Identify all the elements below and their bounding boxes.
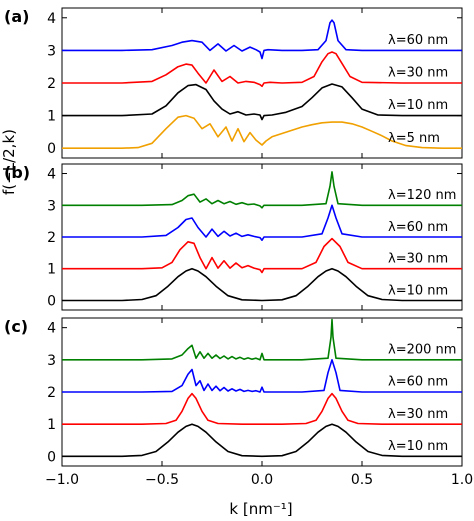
y-tick-label: 1 (47, 109, 56, 125)
x-tick-label: 0.5 (351, 472, 373, 488)
series-label: λ=5 nm (388, 131, 440, 146)
y-tick-label: 2 (47, 76, 56, 92)
y-tick-label: 0 (47, 141, 56, 157)
x-tick-label: 1.0 (451, 472, 473, 488)
series-line (62, 204, 462, 241)
y-tick-label: 3 (47, 198, 56, 214)
series-label: λ=30 nm (388, 407, 448, 422)
panel-label: (a) (4, 7, 29, 26)
series-label: λ=60 nm (388, 375, 448, 390)
series-label: λ=60 nm (388, 33, 448, 48)
series-label: λ=120 nm (388, 188, 456, 203)
x-tick-label: −0.5 (145, 472, 179, 488)
y-tick-label: 4 (47, 321, 56, 337)
y-tick-label: 3 (47, 43, 56, 59)
series-line (62, 51, 462, 88)
y-tick-label: 4 (47, 167, 56, 183)
y-tick-label: 4 (47, 11, 56, 27)
series-line (62, 171, 462, 209)
panel-1: (a) 0 1 2 3 4 λ=60 nm λ=30 nm λ=10 nm λ=5 nm (4, 7, 463, 159)
panel-label: (b) (4, 163, 30, 182)
y-axis-label: f(−L/2,k) (0, 129, 18, 195)
y-tick-label: 3 (47, 353, 56, 369)
panel-3: (c) 0 1 2 3 4 λ=200 nm λ=60 nm λ=30 nm λ=10 nm −1.… (4, 317, 473, 488)
series-line (62, 114, 462, 149)
x-tick-label: −1.0 (45, 472, 79, 488)
y-tick-label: 1 (47, 262, 56, 278)
series-line (62, 318, 462, 361)
y-tick-label: 2 (47, 230, 56, 246)
y-tick-label: 0 (47, 293, 56, 309)
panel-2: (b) 0 1 2 3 4 λ=120 nm λ=60 nm λ=30 nm λ=10 nm (4, 163, 463, 311)
series-label: λ=10 nm (388, 439, 448, 454)
series-label: λ=200 nm (388, 343, 456, 358)
series-label: λ=60 nm (388, 220, 448, 235)
panel-label: (c) (4, 317, 28, 336)
series-line (62, 237, 462, 274)
series-label: λ=10 nm (388, 98, 448, 113)
x-tick-label: 0.0 (251, 472, 273, 488)
y-tick-label: 2 (47, 385, 56, 401)
y-tick-label: 1 (47, 417, 56, 433)
x-axis-label: k [nm⁻¹] (229, 500, 292, 518)
series-label: λ=30 nm (388, 252, 448, 267)
series-line (62, 267, 462, 302)
panels: (a) 0 1 2 3 4 λ=60 nm λ=30 nm λ=10 nm λ=5 nm (b) 0 1… (4, 7, 473, 488)
series-label: λ=10 nm (388, 283, 448, 298)
series-line (62, 359, 462, 393)
series-line (62, 83, 462, 121)
series-line (62, 423, 462, 458)
series-line (62, 19, 462, 60)
series-line (62, 392, 462, 425)
y-tick-label: 0 (47, 449, 56, 465)
series-label: λ=30 nm (388, 66, 448, 81)
